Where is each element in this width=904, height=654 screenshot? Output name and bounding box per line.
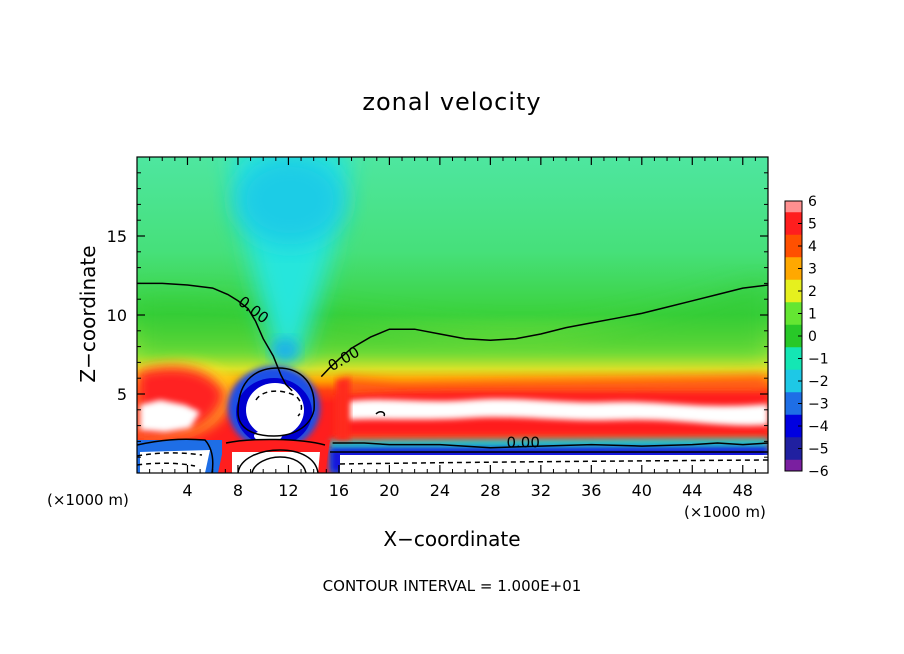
colorbar-label: 6 [808, 194, 817, 210]
x-tick-label: 32 [531, 481, 551, 500]
contour-small-loop [375, 411, 386, 417]
heatmap-field [137, 157, 768, 473]
x-tick-label: 12 [278, 481, 298, 500]
contour-vortex-outer [237, 367, 315, 437]
contour-left-lower [137, 438, 214, 473]
x-tick-label: 40 [632, 481, 652, 500]
zero-contour-right [320, 284, 768, 378]
colorbar-label: 3 [808, 262, 817, 278]
x-axis-label: X−coordinate [383, 527, 521, 551]
contour-interval-note: CONTOUR INTERVAL = 1.000E+01 [322, 577, 582, 595]
colorbar-swatch-lower [785, 347, 802, 359]
contour-label-2: 0.00 [506, 433, 539, 451]
colorbar-label: 5 [808, 217, 817, 233]
colorbar-label: −5 [808, 442, 829, 458]
colorbar-label: −4 [808, 419, 829, 435]
x-tick-label: 44 [682, 481, 702, 500]
contour-base-upper [225, 438, 326, 446]
colorbar-label: −2 [808, 374, 829, 390]
heatmap-cyan-upper [235, 157, 345, 245]
x-tick-label: 48 [733, 481, 753, 500]
x-unit-right: (×1000 m) [684, 503, 766, 521]
heatmap-white-vortex [246, 383, 304, 437]
colorbar-label: 4 [808, 239, 817, 255]
heatmap-red-edge [336, 378, 350, 440]
x-tick-label: 8 [233, 481, 243, 500]
contour-lower-dashed [339, 459, 768, 465]
colorbar-label: 2 [808, 284, 817, 300]
x-unit-left: (×1000 m) [47, 491, 129, 509]
colorbar-label: 0 [808, 329, 817, 345]
chart-title: zonal velocity [362, 88, 542, 116]
colorbar-swatch-lower [785, 369, 802, 381]
contour-vortex-dashed [255, 390, 303, 417]
y-tick-label: 15 [107, 227, 127, 246]
colorbar-label: −1 [808, 352, 829, 368]
contour-base-inner [251, 456, 307, 473]
x-tick-label: 24 [430, 481, 450, 500]
x-tick-label: 28 [480, 481, 500, 500]
colorbar-swatch-lower [785, 279, 802, 291]
colorbar: −6 −5 −4 −3 −2 −1 0 1 2 3 4 5 6 [784, 194, 829, 480]
heatmap-cyan-core [271, 338, 299, 362]
colorbar-swatch-lower [785, 324, 802, 336]
contours [137, 282, 768, 473]
colorbar-swatch-lower [785, 212, 802, 224]
y-ticks: 5 10 15 [107, 172, 768, 458]
colorbar-swatch-lower [785, 392, 802, 404]
heatmap-white-left-lower [140, 450, 210, 473]
x-tick-label: 4 [182, 481, 192, 500]
zero-contour-lower [332, 442, 768, 449]
x-tick-label: 16 [329, 481, 349, 500]
heatmap-white-left [140, 400, 200, 432]
heatmap-white-right [345, 398, 768, 426]
colorbar-swatch-lower [785, 234, 802, 246]
colorbar-swatch-lower [785, 414, 802, 426]
y-tick-label: 5 [117, 385, 127, 404]
colorbar-label: −6 [808, 464, 829, 480]
contour-left-dashed-2 [137, 462, 196, 467]
contour-base-ring [237, 449, 319, 473]
colorbar-swatch-lower [785, 437, 802, 449]
colorbar-label: −3 [808, 397, 829, 413]
x-ticks: 4 8 12 16 20 24 28 32 36 40 44 48 [149, 157, 756, 500]
y-tick-label: 10 [107, 306, 127, 325]
x-tick-label: 20 [379, 481, 399, 500]
colorbar-swatch-lower [785, 257, 802, 269]
x-tick-label: 36 [581, 481, 601, 500]
heatmap-white-lower [340, 455, 768, 473]
colorbar-swatch-lower [785, 459, 802, 471]
colorbar-label: 1 [808, 307, 817, 323]
zero-contour-upper [137, 282, 293, 392]
colorbar-swatch-lower [785, 302, 802, 314]
